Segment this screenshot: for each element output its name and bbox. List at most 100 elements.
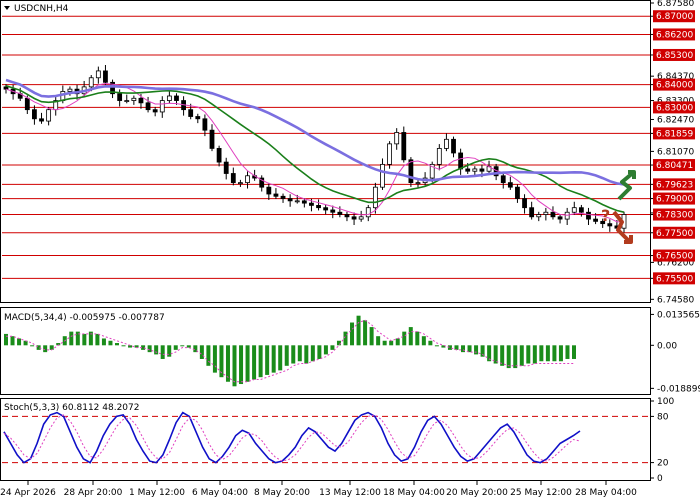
macd-bar [147,345,152,353]
macd-bar [43,345,48,353]
macd-bar [421,336,426,346]
price-axis: 6.87580 6.87000 6.86200 6.85300 6.843706.840… [650,0,695,305]
candle-body [110,81,115,95]
macd-bar [304,345,309,364]
level-price-label: 6.77500 [656,229,693,239]
macd-bar [69,331,74,346]
macd-bar [88,331,93,346]
macd-bar [252,345,257,380]
macd-bar [114,343,119,346]
macd-tick-label: 0.013565 [657,310,700,320]
macd-bar [350,322,355,346]
macd-bar [363,320,368,346]
macd-bar [49,345,54,350]
candle-body [238,182,243,185]
price-panel [0,0,651,303]
candle-body [500,175,506,184]
candle-body [46,109,52,122]
candle-body [209,129,215,149]
macd-bar [82,333,87,346]
macd-bar [160,345,165,359]
macd-bar [552,345,557,362]
candle-body [479,168,485,172]
candle-body [117,93,123,101]
level-price-badge [653,178,695,191]
level-price-badge [653,127,695,140]
macd-bar [128,345,133,348]
candle-body [472,168,478,172]
macd-bar [154,345,159,355]
macd-bar [186,345,191,348]
macd-bar [382,340,387,346]
moving-averages [5,78,625,223]
symbol-dropdown-icon[interactable] [4,6,10,10]
macd-bar [284,345,289,366]
macd-axis: 0.013565 0.00 -0.018899 [650,310,700,394]
stoch-main-line [3,411,581,464]
candle-body [458,152,464,170]
macd-bar [572,345,576,359]
macd-bar [447,345,452,350]
level-price-badge [653,272,695,285]
candle-body [550,211,556,218]
macd-bar [415,331,420,346]
macd-bar [310,345,315,362]
macd-bar [206,345,211,366]
candle-body [436,148,442,165]
macd-bar [434,345,439,347]
macd-bar [95,333,100,346]
moving-average-line [5,82,625,223]
macd-bar [36,345,41,350]
candle-body [223,161,229,174]
symbol-title: USDCNH,H4 [14,4,69,14]
macd-bar [23,340,28,346]
macd-bar [343,331,348,346]
macd-bar [487,345,492,362]
candle-body [245,175,250,184]
candle-body [230,173,236,184]
candle-body [507,182,513,188]
macd-tick-label: 0.00 [657,341,677,351]
macd-signal-line [6,319,574,383]
macd-bar [323,345,328,355]
level-price-label: 6.80471 [656,161,693,171]
moving-average-line [5,78,625,186]
candle-body [216,148,222,163]
stoch-title: Stoch(5,3,3) 60.8112 48.2072 [4,403,139,413]
candle-body [401,132,407,161]
macd-bar [500,345,505,366]
level-price-label: 6.85300 [656,51,693,61]
macd-bar [4,333,8,346]
macd-bar [121,345,126,347]
candle-body [32,109,37,120]
macd-bar [493,345,498,364]
support-resistance-levels [2,15,650,279]
candle-body [351,216,357,220]
macd-bar [467,345,472,353]
macd-bar [56,343,61,346]
level-price-badge [653,208,695,221]
macd-bar [258,345,263,378]
macd-bar [454,345,459,350]
macd-bar [513,345,518,369]
candle-body [365,207,371,218]
candle-body [451,138,456,154]
candle-body [287,198,293,202]
time-tick-label: 18 May 04:00 [383,488,445,498]
level-price-label: 6.81859 [656,129,693,139]
time-tick-label: 28 May 04:00 [575,488,637,498]
candle-body [67,88,73,92]
candle-body [557,216,563,220]
candle-body [131,97,137,101]
candle-body [188,109,194,117]
level-price-badge [653,192,695,205]
macd-bar [395,338,400,346]
candle-body [166,95,172,101]
candle-body [543,211,549,215]
candle-body [195,116,201,120]
candle-body [387,143,392,165]
macd-bar [376,336,381,346]
level-price-label: 6.75500 [656,274,693,284]
candle-body [415,182,421,185]
